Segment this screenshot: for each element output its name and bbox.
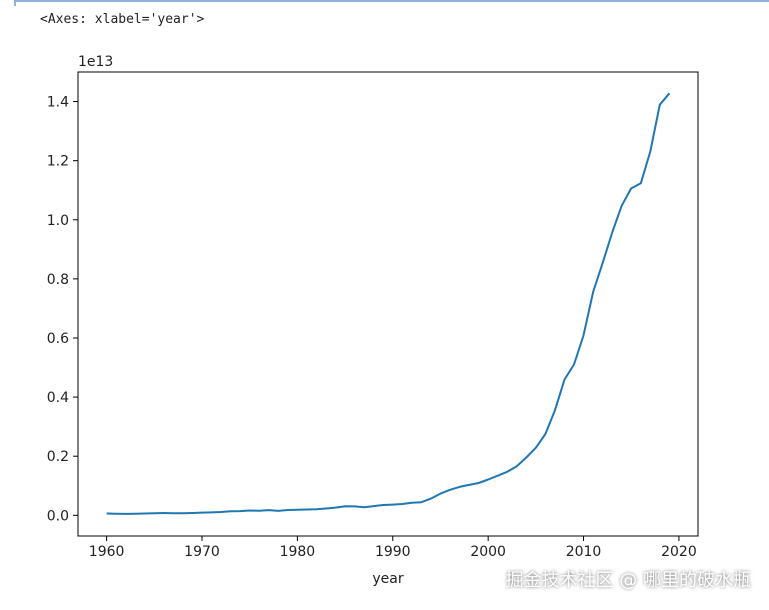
series-line — [106, 92, 671, 515]
x-axis-label: year — [372, 571, 403, 587]
y-tick-label: 0.4 — [47, 390, 69, 406]
y-offset-label: 1e13 — [78, 54, 113, 70]
x-tick-label: 1980 — [280, 544, 316, 560]
y-tick-label: 1.0 — [47, 213, 69, 229]
y-tick-label: 1.4 — [47, 95, 69, 111]
x-tick-label: 2010 — [566, 544, 602, 560]
cell-border — [14, 0, 769, 2]
y-tick-label: 0.2 — [47, 449, 69, 465]
y-tick-label: 0.6 — [47, 331, 69, 347]
x-tick-label: 1970 — [184, 544, 220, 560]
y-tick-label: 1.2 — [47, 154, 69, 170]
x-tick-label: 1990 — [375, 544, 411, 560]
plot-frame — [77, 71, 699, 537]
watermark: 掘金技术社区 @ 哪里的破水瓶 — [505, 570, 751, 591]
y-tick-label: 0.0 — [47, 508, 69, 524]
y-tick-label: 0.8 — [47, 272, 69, 288]
x-tick-label: 2000 — [470, 544, 506, 560]
x-tick-label: 2020 — [661, 544, 697, 560]
x-tick-label: 1960 — [89, 544, 125, 560]
output-repr: <Axes: xlabel='year'> — [40, 12, 205, 27]
cell-border-left — [14, 0, 16, 6]
